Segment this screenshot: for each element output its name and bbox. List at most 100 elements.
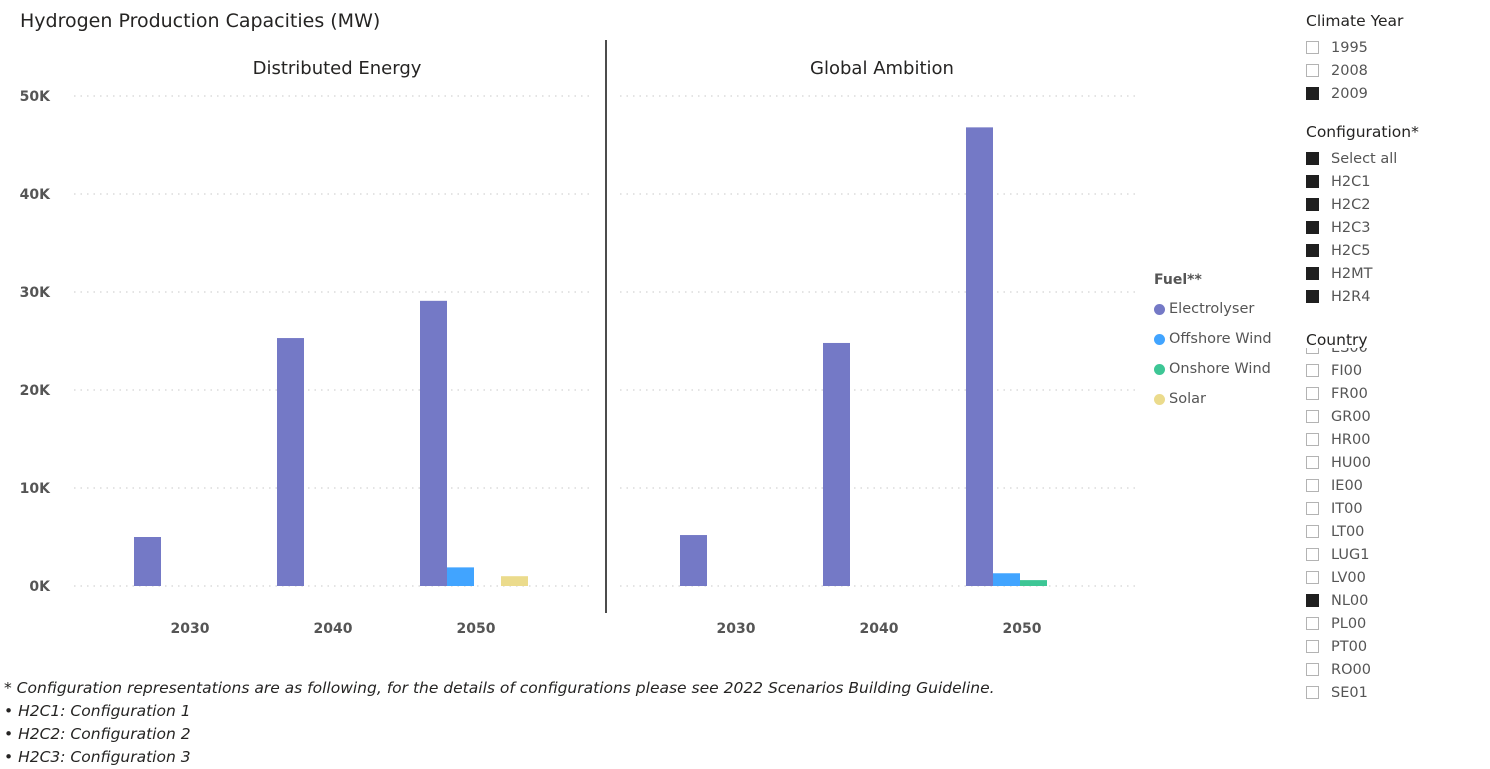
checkbox-icon[interactable] <box>1306 64 1319 77</box>
country-option-label: FI00 <box>1331 362 1363 379</box>
configuration-option[interactable]: H2MT <box>1306 262 1419 285</box>
country-option[interactable]: SE01 <box>1306 681 1371 704</box>
footnote-line: • H2C3: Configuration 3 <box>4 748 191 766</box>
country-option[interactable]: PL00 <box>1306 612 1371 635</box>
configuration-option[interactable]: H2C5 <box>1306 239 1419 262</box>
configuration-option-label: H2C2 <box>1331 196 1371 213</box>
country-option[interactable]: GR00 <box>1306 405 1371 428</box>
configuration-option-label: Select all <box>1331 150 1398 167</box>
country-option-label: FR00 <box>1331 385 1368 402</box>
climate-year-title: Climate Year <box>1306 12 1404 30</box>
legend-item[interactable]: Solar <box>1154 384 1272 414</box>
country-option[interactable]: ES00 <box>1306 348 1371 359</box>
country-option[interactable]: HU00 <box>1306 451 1371 474</box>
bar-electrolyser <box>134 537 161 586</box>
country-option[interactable]: LT00 <box>1306 520 1371 543</box>
country-option-label: NL00 <box>1331 592 1369 609</box>
country-option-label: LT00 <box>1331 523 1365 540</box>
country-list[interactable]: ES00 FI00 FR00 GR00 HR00 HU00 IE00 IT00 LT00 LUG1… <box>1306 348 1476 712</box>
configuration-option[interactable]: Select all <box>1306 147 1419 170</box>
checkbox-icon[interactable] <box>1306 456 1319 469</box>
configuration-option-label: H2C3 <box>1331 219 1371 236</box>
configuration-option[interactable]: H2C3 <box>1306 216 1419 239</box>
bar-solar <box>501 576 528 586</box>
y-tick-label: 30K <box>20 285 51 301</box>
country-option[interactable]: RO00 <box>1306 658 1371 681</box>
checkbox-icon[interactable] <box>1306 571 1319 584</box>
x-tick-label: 2030 <box>717 621 756 637</box>
country-option[interactable]: FR00 <box>1306 382 1371 405</box>
checkbox-icon[interactable] <box>1306 348 1319 354</box>
country-option-label: IT00 <box>1331 500 1363 517</box>
x-tick-label: 2050 <box>457 621 496 637</box>
hydrogen-capacity-chart: 0K 10K 20K 30K 40K 50K Distributed Energy 2030 2… <box>20 40 1136 637</box>
country-slicer: Country <box>1306 331 1368 355</box>
y-tick-label: 0K <box>29 579 51 595</box>
country-option-label: LUG1 <box>1331 546 1370 563</box>
checkbox-icon[interactable] <box>1306 433 1319 446</box>
legend-item[interactable]: Onshore Wind <box>1154 354 1272 384</box>
checkbox-icon[interactable] <box>1306 410 1319 423</box>
legend-label: Offshore Wind <box>1169 331 1272 347</box>
legend-label: Onshore Wind <box>1169 361 1271 377</box>
country-option-label: ES00 <box>1331 348 1368 356</box>
checkbox-checked-icon[interactable] <box>1306 152 1319 165</box>
country-option[interactable]: IE00 <box>1306 474 1371 497</box>
checkbox-icon[interactable] <box>1306 686 1319 699</box>
bar-offshore-wind <box>447 567 474 586</box>
configuration-slicer: Configuration* Select all H2C1 H2C2 H2C3 H2C… <box>1306 123 1419 308</box>
checkbox-checked-icon[interactable] <box>1306 244 1319 257</box>
legend-item[interactable]: Offshore Wind <box>1154 324 1272 354</box>
configuration-option[interactable]: H2R4 <box>1306 285 1419 308</box>
country-option-label: PL00 <box>1331 615 1367 632</box>
checkbox-icon[interactable] <box>1306 479 1319 492</box>
checkbox-checked-icon[interactable] <box>1306 594 1319 607</box>
climate-year-option[interactable]: 1995 <box>1306 36 1403 59</box>
checkbox-checked-icon[interactable] <box>1306 175 1319 188</box>
country-option[interactable]: LUG1 <box>1306 543 1371 566</box>
checkbox-icon[interactable] <box>1306 364 1319 377</box>
checkbox-icon[interactable] <box>1306 640 1319 653</box>
configuration-option[interactable]: H2C2 <box>1306 193 1419 216</box>
y-tick-label: 40K <box>20 187 51 203</box>
configuration-option-label: H2MT <box>1331 265 1373 282</box>
checkbox-checked-icon[interactable] <box>1306 87 1319 100</box>
report-title: Hydrogen Production Capacities (MW) <box>20 10 381 32</box>
legend-item[interactable]: Electrolyser <box>1154 294 1272 324</box>
legend-title: Fuel** <box>1154 272 1202 288</box>
y-tick-label: 10K <box>20 481 51 497</box>
checkbox-checked-icon[interactable] <box>1306 198 1319 211</box>
legend-dot-icon <box>1154 393 1165 405</box>
climate-year-option[interactable]: 2009 <box>1306 82 1403 105</box>
x-tick-label: 2030 <box>171 621 210 637</box>
checkbox-icon[interactable] <box>1306 617 1319 630</box>
checkbox-checked-icon[interactable] <box>1306 221 1319 234</box>
bar-electrolyser <box>277 338 304 586</box>
climate-year-option[interactable]: 2008 <box>1306 59 1403 82</box>
configuration-option-label: H2C5 <box>1331 242 1371 259</box>
configuration-title: Configuration* <box>1306 123 1419 141</box>
footnote-line: • H2C2: Configuration 2 <box>4 725 191 743</box>
legend-dot-icon <box>1154 363 1165 375</box>
country-option-label: IE00 <box>1331 477 1363 494</box>
country-option[interactable]: NL00 <box>1306 589 1371 612</box>
y-tick-label: 20K <box>20 383 51 399</box>
checkbox-icon[interactable] <box>1306 548 1319 561</box>
checkbox-checked-icon[interactable] <box>1306 267 1319 280</box>
country-option[interactable]: IT00 <box>1306 497 1371 520</box>
country-option[interactable]: PT00 <box>1306 635 1371 658</box>
checkbox-icon[interactable] <box>1306 525 1319 538</box>
legend-label: Electrolyser <box>1169 301 1255 317</box>
checkbox-icon[interactable] <box>1306 502 1319 515</box>
climate-year-slicer: Climate Year 1995 2008 2009 <box>1306 12 1403 105</box>
checkbox-icon[interactable] <box>1306 387 1319 400</box>
checkbox-icon[interactable] <box>1306 663 1319 676</box>
country-option[interactable]: LV00 <box>1306 566 1371 589</box>
configuration-option[interactable]: H2C1 <box>1306 170 1419 193</box>
country-option-label: HU00 <box>1331 454 1371 471</box>
checkbox-icon[interactable] <box>1306 41 1319 54</box>
country-option[interactable]: FI00 <box>1306 359 1371 382</box>
y-tick-label: 50K <box>20 89 51 105</box>
country-option[interactable]: HR00 <box>1306 428 1371 451</box>
checkbox-checked-icon[interactable] <box>1306 290 1319 303</box>
